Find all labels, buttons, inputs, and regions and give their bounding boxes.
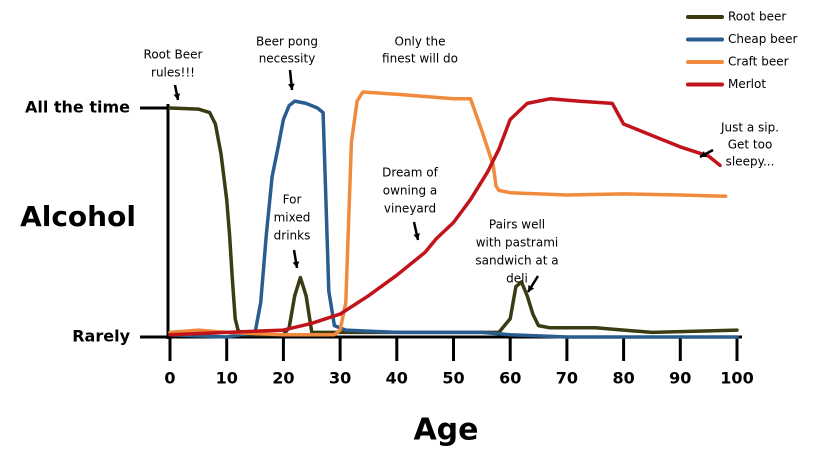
annotation: Dream of — [382, 166, 438, 180]
annotation: drinks — [274, 229, 311, 243]
legend-label: Root beer — [728, 10, 786, 24]
y-tick-label: All the time — [25, 98, 130, 117]
line — [168, 97, 722, 337]
x-tick-label: 80 — [612, 369, 634, 388]
legend-label: Merlot — [728, 77, 766, 91]
annotation: sleepy... — [726, 155, 775, 169]
x-tick-label: 60 — [499, 369, 521, 388]
annotation: necessity — [259, 52, 316, 66]
x-tick-label: 10 — [216, 369, 238, 388]
line — [168, 99, 739, 339]
x-tick-label: 30 — [329, 369, 351, 388]
x-tick-label: 70 — [556, 369, 578, 388]
annotation: finest will do — [382, 52, 458, 66]
arrow-head — [288, 83, 295, 90]
x-tick-label: 50 — [442, 369, 464, 388]
line — [168, 106, 739, 337]
annotation: Just a sip. — [720, 121, 779, 135]
arrow-head — [413, 233, 420, 240]
arrow-head — [700, 151, 707, 158]
annotation: For — [283, 193, 302, 207]
y-axis-label: Alcohol — [20, 200, 136, 233]
annotation: Only the — [395, 35, 446, 49]
annotation: mixed — [274, 211, 311, 225]
x-tick-label: 40 — [386, 369, 408, 388]
legend-label: Cheap beer — [728, 32, 798, 46]
annotation: Pairs well — [489, 218, 545, 232]
x-tick-label: 90 — [669, 369, 691, 388]
x-tick-label: 100 — [720, 369, 753, 388]
legend-label: Craft beer — [728, 55, 789, 69]
annotation: vineyard — [384, 202, 436, 216]
annotation: sandwich at a — [475, 254, 558, 268]
arrow-head — [292, 261, 300, 268]
annotation: with pastrami — [476, 236, 559, 250]
annotation: Get too — [728, 138, 773, 152]
annotation: Root Beer — [144, 48, 203, 62]
annotation: owning a — [383, 184, 438, 198]
x-axis-label: Age — [413, 413, 478, 448]
x-tick-label: 20 — [272, 369, 294, 388]
annotation: rules!!! — [151, 66, 195, 80]
arrow-head — [173, 93, 181, 100]
x-tick-label: 0 — [164, 369, 175, 388]
annotation: Beer pong — [256, 35, 318, 49]
y-tick-label: Rarely — [72, 327, 130, 346]
annotation: deli — [506, 272, 528, 286]
arrow-head — [528, 285, 535, 292]
line — [168, 90, 728, 337]
